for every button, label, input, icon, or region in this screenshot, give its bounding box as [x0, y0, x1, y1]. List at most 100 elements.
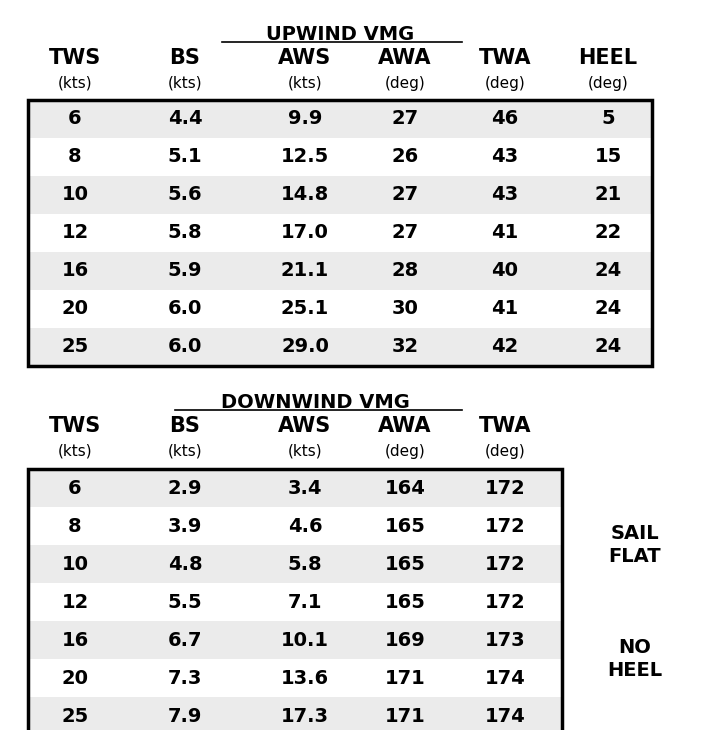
Text: 16: 16: [61, 261, 88, 280]
Bar: [28, 252, 652, 290]
Text: TWA: TWA: [478, 48, 531, 68]
Text: 25: 25: [61, 337, 88, 356]
Text: SAIL
FLAT: SAIL FLAT: [609, 523, 662, 566]
Text: (deg): (deg): [384, 444, 426, 459]
Text: 15: 15: [595, 147, 622, 166]
Text: 172: 172: [485, 593, 525, 612]
Text: (kts): (kts): [168, 76, 202, 91]
Text: (deg): (deg): [588, 76, 628, 91]
Bar: [28, 290, 652, 328]
Text: 9.9: 9.9: [288, 110, 322, 128]
Text: 30: 30: [391, 299, 419, 318]
Text: BS: BS: [170, 48, 200, 68]
Text: AWA: AWA: [379, 416, 432, 436]
Text: 24: 24: [595, 299, 622, 318]
Text: 172: 172: [485, 478, 525, 498]
Text: 21: 21: [595, 185, 622, 204]
Bar: [28, 176, 652, 214]
Text: 8: 8: [68, 147, 82, 166]
Text: AWS: AWS: [278, 416, 332, 436]
Text: 4.8: 4.8: [168, 555, 202, 574]
Bar: [28, 507, 562, 545]
Text: 5.6: 5.6: [168, 185, 202, 204]
Text: 172: 172: [485, 555, 525, 574]
Bar: [28, 328, 652, 366]
Text: 27: 27: [391, 110, 419, 128]
Bar: [28, 138, 652, 176]
Bar: [28, 583, 562, 621]
Text: 4.6: 4.6: [287, 517, 322, 536]
Text: 6: 6: [68, 110, 82, 128]
Text: 5.8: 5.8: [287, 555, 322, 574]
Text: (kts): (kts): [287, 76, 322, 91]
Text: (kts): (kts): [58, 76, 92, 91]
Text: 165: 165: [384, 555, 426, 574]
Text: 28: 28: [391, 261, 419, 280]
Text: 42: 42: [491, 337, 518, 356]
Bar: [28, 697, 562, 730]
Text: (deg): (deg): [384, 76, 426, 91]
Text: 5.5: 5.5: [168, 593, 202, 612]
Text: 174: 174: [485, 707, 525, 726]
Text: 165: 165: [384, 593, 426, 612]
Text: 46: 46: [491, 110, 518, 128]
Text: 8: 8: [68, 517, 82, 536]
Bar: [28, 659, 562, 697]
Text: BS: BS: [170, 416, 200, 436]
Text: 24: 24: [595, 261, 622, 280]
Text: 27: 27: [391, 185, 419, 204]
Text: AWS: AWS: [278, 48, 332, 68]
Text: 26: 26: [391, 147, 419, 166]
Text: 12: 12: [61, 593, 88, 612]
Text: 40: 40: [491, 261, 518, 280]
Text: TWS: TWS: [49, 48, 101, 68]
Text: 41: 41: [491, 223, 518, 242]
Text: 7.9: 7.9: [168, 707, 202, 726]
Text: 22: 22: [595, 223, 622, 242]
Text: 24: 24: [595, 337, 622, 356]
Text: (kts): (kts): [58, 444, 92, 459]
Text: 43: 43: [491, 185, 518, 204]
Text: 6: 6: [68, 478, 82, 498]
Text: 171: 171: [384, 669, 426, 688]
Text: 2.9: 2.9: [168, 478, 202, 498]
Text: 5.1: 5.1: [168, 147, 202, 166]
Text: 25.1: 25.1: [281, 299, 329, 318]
Text: 6.0: 6.0: [168, 299, 202, 318]
Text: 169: 169: [384, 631, 426, 650]
Text: (kts): (kts): [168, 444, 202, 459]
Text: NO
HEEL: NO HEEL: [607, 638, 662, 680]
Text: 12: 12: [61, 223, 88, 242]
Text: 5: 5: [601, 110, 615, 128]
Text: 172: 172: [485, 517, 525, 536]
Text: UPWIND VMG: UPWIND VMG: [266, 25, 414, 44]
Text: 5.8: 5.8: [168, 223, 202, 242]
Text: DOWNWIND VMG: DOWNWIND VMG: [220, 393, 409, 412]
Bar: [28, 545, 562, 583]
Bar: [28, 214, 652, 252]
Text: 10.1: 10.1: [281, 631, 329, 650]
Bar: [28, 469, 562, 507]
Text: (kts): (kts): [287, 444, 322, 459]
Text: 20: 20: [61, 299, 88, 318]
Text: 12.5: 12.5: [281, 147, 329, 166]
Text: 43: 43: [491, 147, 518, 166]
Text: (deg): (deg): [485, 444, 525, 459]
Text: 41: 41: [491, 299, 518, 318]
Text: 6.7: 6.7: [168, 631, 202, 650]
Text: 173: 173: [485, 631, 525, 650]
Text: (deg): (deg): [485, 76, 525, 91]
Bar: [28, 469, 562, 730]
Text: 20: 20: [61, 669, 88, 688]
Text: 5.9: 5.9: [168, 261, 202, 280]
Bar: [28, 100, 652, 366]
Text: 27: 27: [391, 223, 419, 242]
Text: 10: 10: [61, 555, 88, 574]
Text: 3.9: 3.9: [168, 517, 202, 536]
Text: 174: 174: [485, 669, 525, 688]
Text: 13.6: 13.6: [281, 669, 329, 688]
Text: HEEL: HEEL: [578, 48, 637, 68]
Text: TWA: TWA: [478, 416, 531, 436]
Bar: [28, 621, 562, 659]
Text: TWS: TWS: [49, 416, 101, 436]
